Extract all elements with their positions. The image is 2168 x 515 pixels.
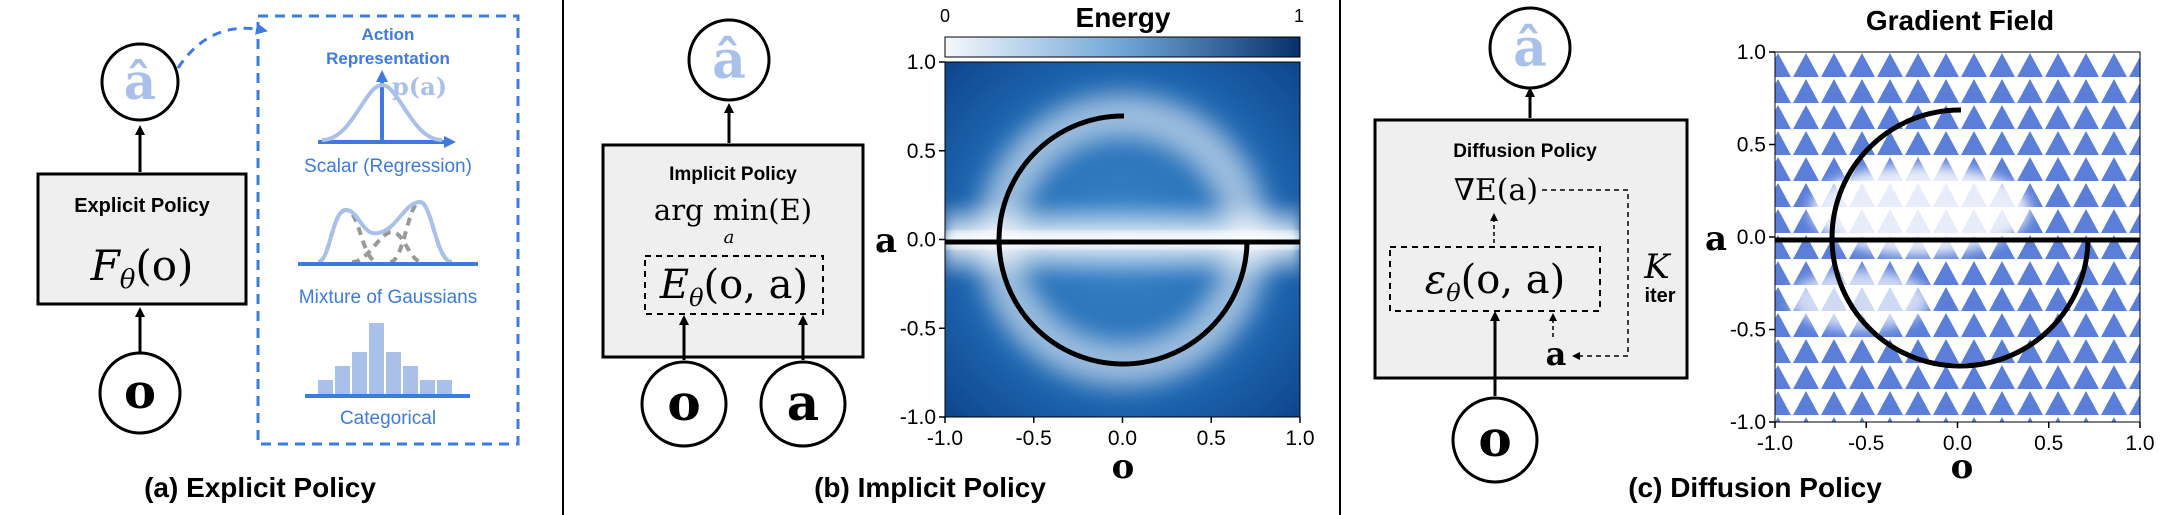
scalar-regression-label: Scalar (Regression)	[304, 156, 472, 177]
implicit-policy-title: Implicit Policy	[669, 164, 797, 185]
caption-b: (b) Implicit Policy	[814, 472, 1046, 503]
gradient-xlabel: o	[1951, 447, 1974, 487]
caption-c: (c) Diffusion Policy	[1628, 472, 1882, 503]
energy-heatmap	[945, 62, 1300, 417]
panel-c: â Diffusion Policy ∇E(a) εθ(o, a) a K it…	[1373, 5, 2155, 503]
output-a-hat-c: â	[1513, 18, 1547, 79]
p-of-a-label: p(a)	[392, 72, 447, 101]
argmin-text: arg min(E)	[654, 193, 812, 227]
mixture-gaussians-label: Mixture of Gaussians	[299, 287, 477, 308]
energy-colorbar-title: Energy	[1076, 2, 1171, 33]
explicit-policy-box	[36, 172, 248, 306]
explicit-policy-title: Explicit Policy	[74, 195, 210, 217]
energy-axes: 1.0 0.5 0.0 -0.5 -1.0-1.0 -0.5 0.0 0.5 1.0	[900, 51, 1315, 450]
energy-colorbar	[944, 36, 1301, 58]
implicit-policy-box	[601, 143, 865, 359]
energy-xtick-label: -1.0	[927, 427, 963, 450]
energy-ytick-label: 0.0	[907, 229, 936, 252]
gradient-ground-truth-arc	[1829, 107, 2091, 369]
arrow-to-action-rep	[176, 22, 268, 69]
energy-xtick-label: 1.0	[1285, 427, 1314, 450]
output-a-hat-b: â	[712, 30, 746, 91]
gradient-xtick-label: -0.5	[1848, 432, 1884, 455]
input-o-circle	[98, 351, 182, 435]
input-o-b: o	[667, 373, 700, 432]
gradient-ytick-label: 0.5	[1737, 134, 1766, 157]
input-o-c: o	[1478, 409, 1511, 468]
explicit-policy-formula: Fθ(o)	[90, 241, 194, 295]
output-a-hat-circle	[100, 42, 180, 122]
gradient-ylabel: a	[1705, 219, 1727, 259]
input-a-b: a	[787, 373, 819, 432]
energy-colorbar-max: 1	[1294, 6, 1304, 26]
output-a-hat-circle-b	[687, 18, 771, 102]
gradient-ytick-label: -0.5	[1730, 319, 1766, 342]
action-rep-title-1: Action	[362, 25, 415, 44]
argmin-sub: a	[724, 227, 735, 248]
gradient-ytick-label: 0.0	[1737, 226, 1766, 249]
energy-ytick-label: 1.0	[907, 51, 936, 74]
categorical-icon	[305, 323, 470, 398]
input-o: o	[124, 364, 156, 420]
gradient-ytick-label: -1.0	[1730, 411, 1766, 434]
gradient-field-plot	[1775, 52, 2140, 422]
noisy-action-label: a	[1546, 335, 1567, 373]
energy-ground-truth-arc	[996, 113, 1250, 367]
gradient-xtick-label: 0.5	[2034, 432, 2063, 455]
gradient-text: ∇E(a)	[1454, 173, 1538, 208]
energy-xlabel: o	[1112, 447, 1135, 487]
energy-ytick-label: 0.5	[907, 140, 936, 163]
gradient-ytick-label: 1.0	[1737, 41, 1766, 64]
categorical-label: Categorical	[340, 408, 436, 429]
gradient-xtick-label: 1.0	[2125, 432, 2154, 455]
action-rep-box	[256, 14, 520, 446]
energy-xtick-label: -0.5	[1016, 427, 1052, 450]
energy-xtick-label: 0.0	[1108, 427, 1137, 450]
energy-colorbar-min: 0	[940, 6, 950, 26]
k-label: K	[1643, 247, 1672, 287]
diffusion-policy-title: Diffusion Policy	[1453, 141, 1597, 162]
energy-ylabel: a	[875, 221, 897, 261]
energy-xtick-label: 0.5	[1197, 427, 1226, 450]
noise-pred-function: εθ(o, a)	[1425, 257, 1566, 307]
scalar-regression-icon: p(a)	[318, 70, 456, 148]
gradient-xtick-label: -1.0	[1757, 432, 1793, 455]
mixture-gaussians-icon	[298, 199, 478, 266]
input-o-circle-c	[1451, 396, 1539, 484]
energy-function: Eθ(o, a)	[659, 262, 808, 312]
action-rep-title-2: Representation	[326, 49, 450, 68]
gradient-axes: 1.0 0.5 0.0 -0.5 -1.0-1.0 -0.5 0.0 0.5 1.0	[1730, 41, 2155, 455]
energy-ytick-label: -1.0	[900, 406, 936, 429]
panel-a: â Explicit Policy Fθ(o) o Action Represe…	[36, 14, 520, 503]
gradient-field-title: Gradient Field	[1866, 5, 2054, 36]
iter-label: iter	[1644, 285, 1675, 307]
energy-fn-box	[644, 255, 824, 315]
energy-ytick-label: -0.5	[900, 317, 936, 340]
panel-b: â Implicit Policy arg min(E) a Eθ(o, a) …	[601, 2, 1315, 503]
diffusion-policy-box	[1373, 118, 1689, 380]
input-o-circle-b	[640, 360, 728, 448]
input-a-circle-b	[759, 360, 847, 448]
gradient-xtick-label: 0.0	[1943, 432, 1972, 455]
caption-a: (a) Explicit Policy	[144, 472, 376, 503]
output-a-hat: â	[124, 52, 156, 111]
